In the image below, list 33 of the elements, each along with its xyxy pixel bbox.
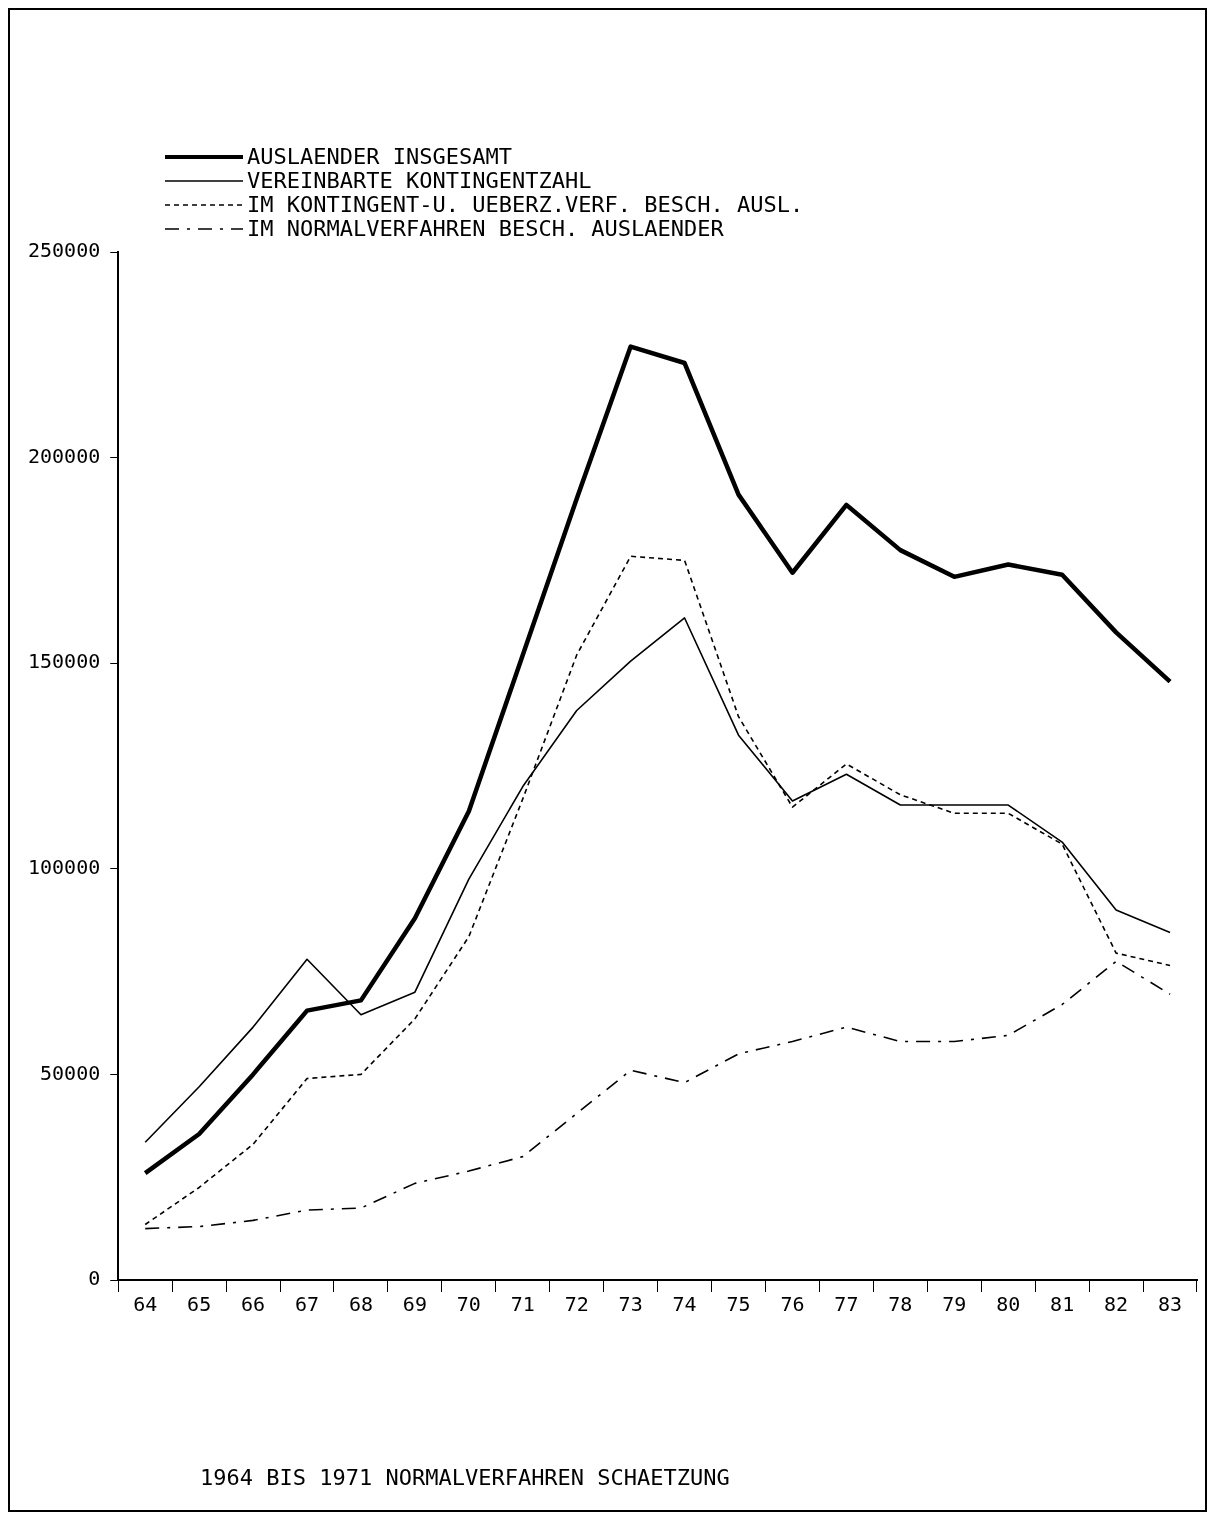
x-tick-label: 73 (618, 1292, 643, 1317)
x-tick-label: 80 (996, 1292, 1021, 1317)
y-tick-label: 50000 (40, 1060, 101, 1085)
legend-label: AUSLAENDER INSGESAMT (247, 144, 512, 169)
x-tick-label: 66 (241, 1292, 266, 1317)
x-tick-label: 83 (1157, 1292, 1183, 1317)
x-tick-label: 67 (294, 1292, 320, 1317)
legend-label: VEREINBARTE KONTINGENTZAHL (247, 168, 592, 193)
x-tick-label: 64 (133, 1292, 158, 1317)
y-tick-label: 0 (88, 1266, 101, 1291)
x-tick-label: 82 (1104, 1292, 1129, 1317)
x-tick-label: 71 (510, 1292, 535, 1317)
x-tick-label: 79 (942, 1292, 967, 1317)
x-tick-label: 72 (564, 1292, 589, 1317)
text: 1964 BIS 1971 NORMALVERFAHREN SCHAETZUNG (200, 1465, 730, 1490)
x-tick-label: 78 (888, 1292, 913, 1317)
y-tick-label: 200000 (28, 443, 101, 468)
x-tick-label: 68 (348, 1292, 374, 1317)
line-series (144, 555, 1171, 1226)
x-tick-label: 81 (1050, 1292, 1075, 1317)
y-tick-label: 250000 (28, 238, 101, 263)
x-tick-label: 77 (834, 1292, 859, 1317)
y-tick-label: 100000 (28, 855, 101, 879)
line-series (144, 960, 1171, 1230)
x-tick-label: 69 (402, 1292, 427, 1317)
x-tick-label: 65 (187, 1292, 212, 1317)
x-tick-label: 76 (780, 1292, 805, 1317)
x-tick-label: 74 (672, 1292, 697, 1317)
x-tick-label: 70 (456, 1292, 481, 1317)
legend-label: IM NORMALVERFAHREN BESCH. AUSLAENDER (247, 216, 724, 241)
x-tick-label: 75 (726, 1292, 751, 1317)
legend-label: IM KONTINGENT-U. UEBERZ.VERF. BESCH. AUSL. (247, 192, 804, 217)
y-tick-label: 150000 (28, 649, 101, 674)
